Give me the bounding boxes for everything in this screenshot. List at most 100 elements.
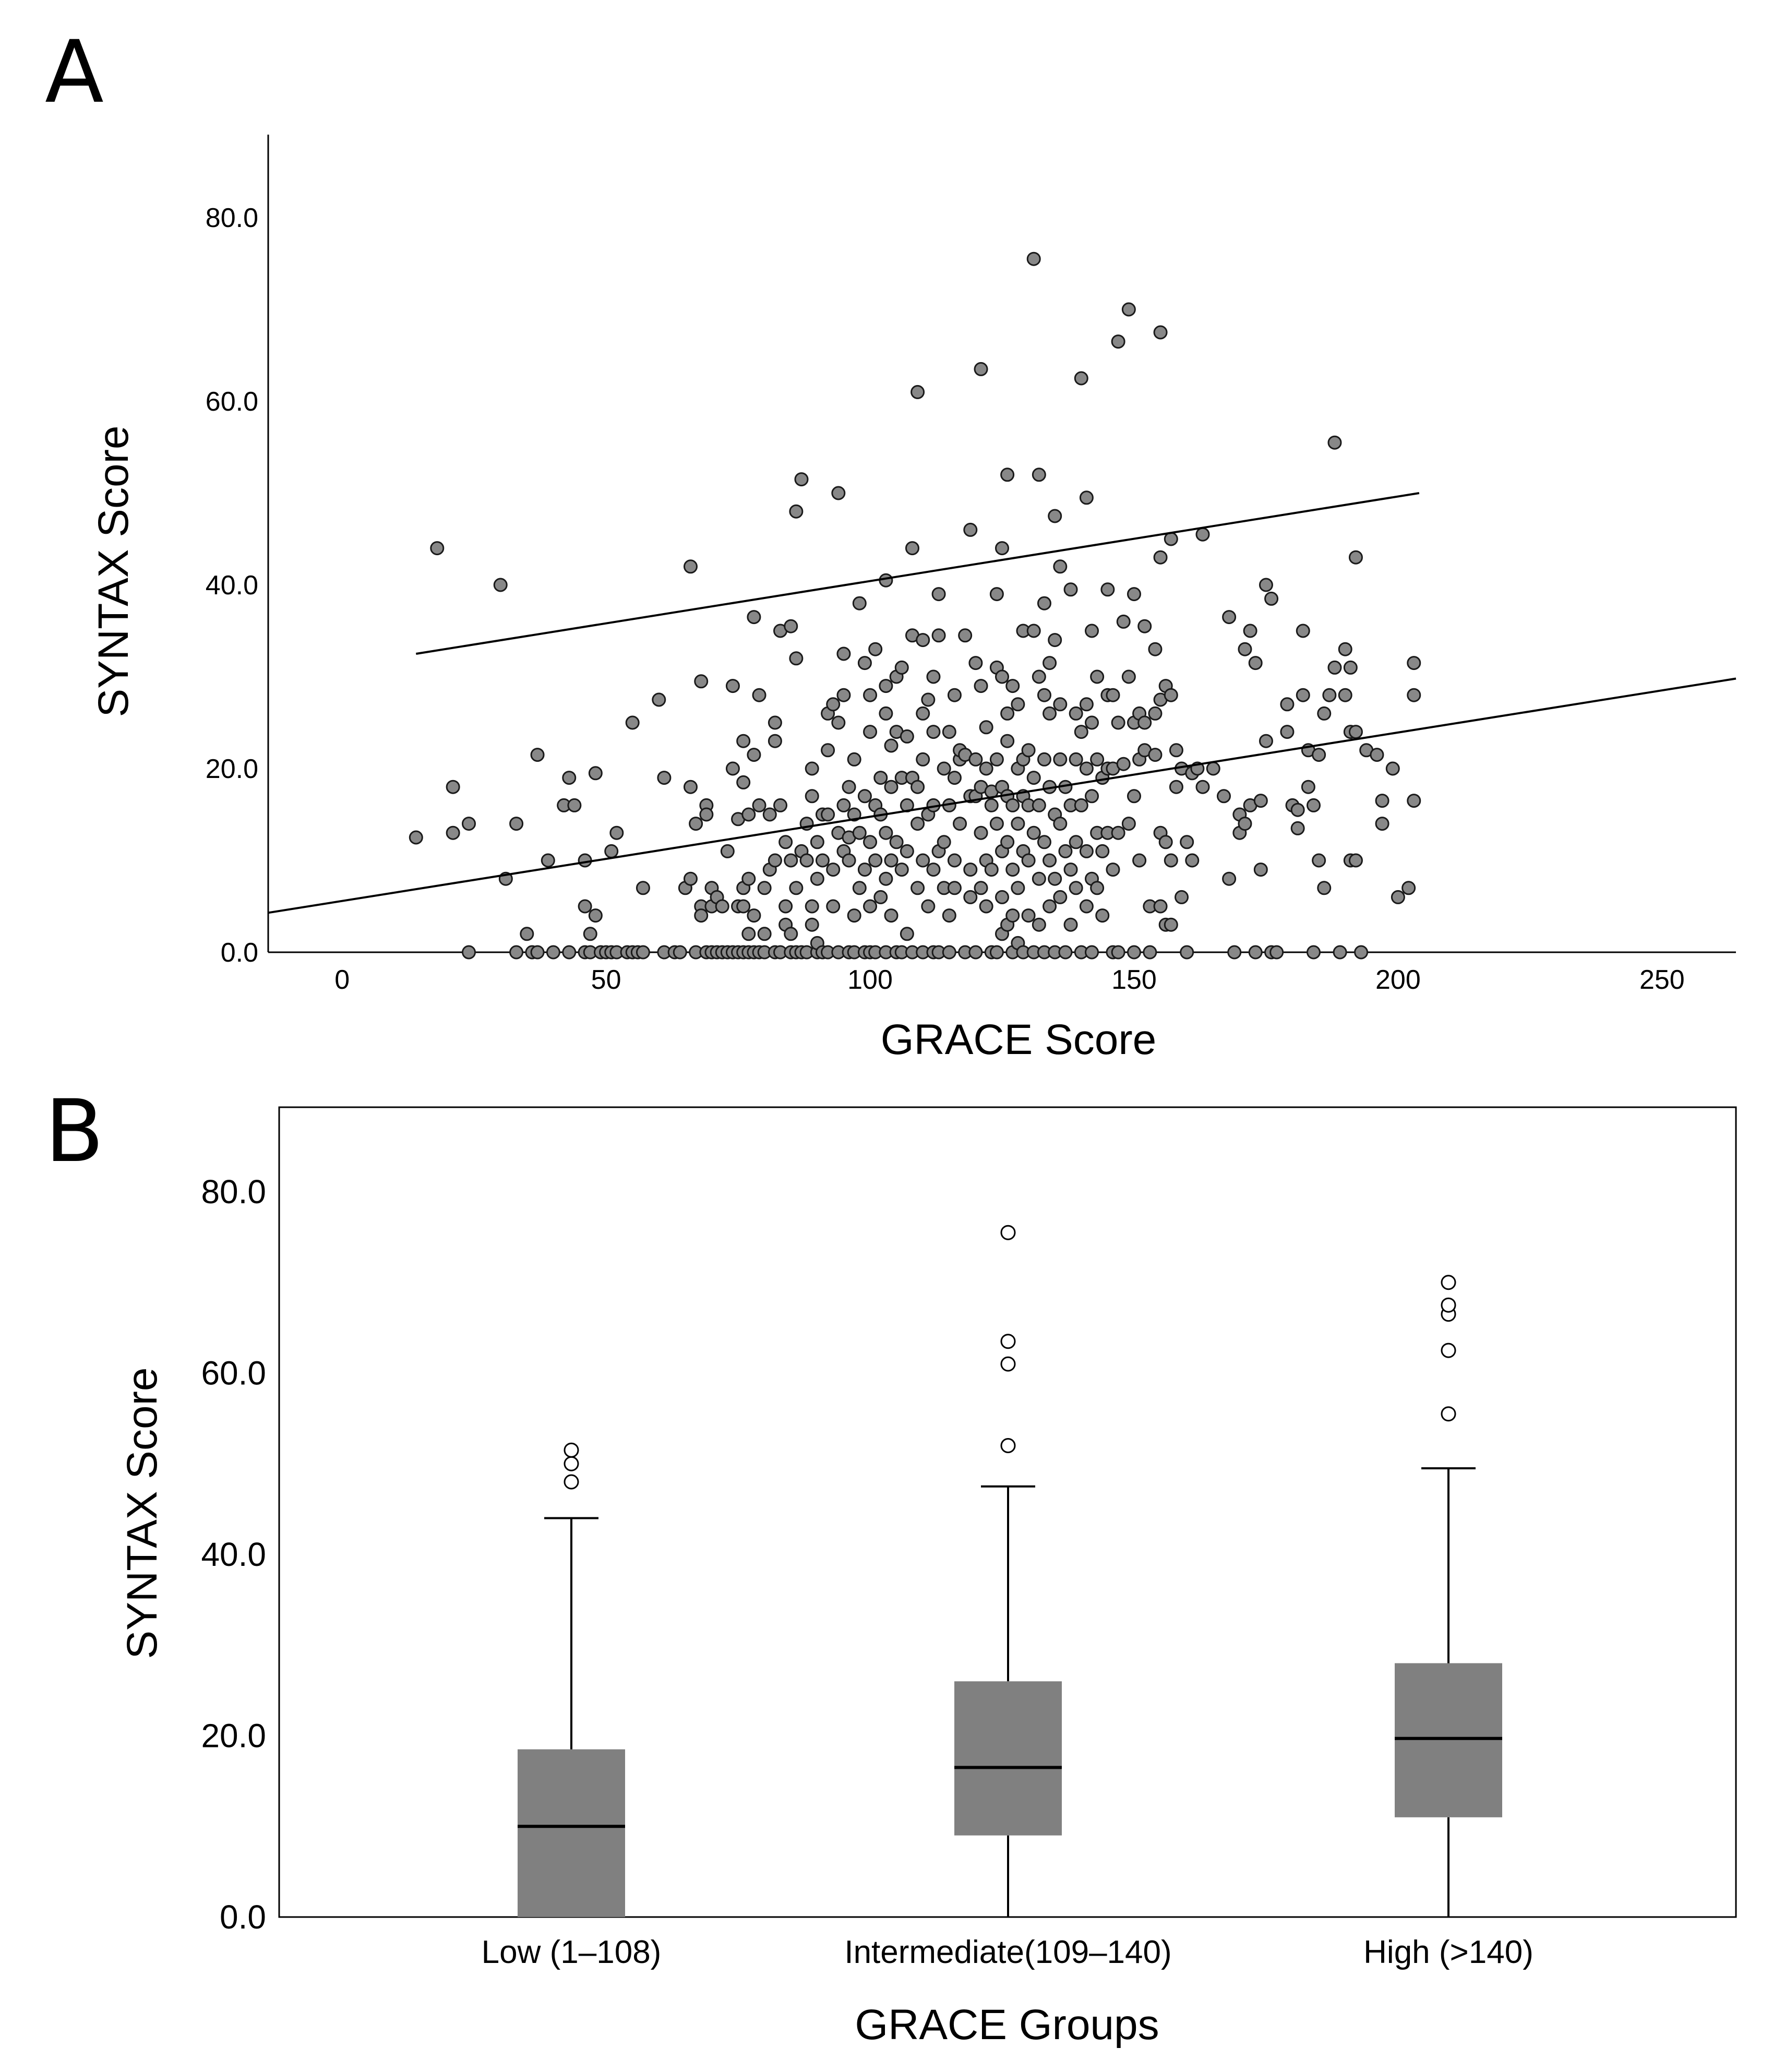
scatter-point: [963, 522, 978, 537]
scatter-point: [1343, 660, 1358, 675]
scatter-point: [1148, 642, 1163, 656]
scatter-point: [784, 927, 798, 941]
scatter-point: [1090, 752, 1105, 766]
scatter-point: [1407, 794, 1421, 808]
scatter-point: [974, 825, 988, 840]
scatter-point: [799, 853, 814, 868]
scatter-point: [826, 899, 841, 914]
scatter-point: [1079, 490, 1094, 505]
y-tick-label: 40.0: [201, 1536, 266, 1573]
x-tick-label: 200: [1375, 965, 1421, 995]
scatter-point: [1143, 945, 1157, 960]
scatter-point: [520, 927, 534, 941]
scatter-point: [1085, 789, 1099, 804]
scatter-point: [931, 587, 946, 602]
scatter-point: [715, 899, 729, 914]
scatter-point: [736, 734, 751, 748]
scatter-point: [826, 863, 841, 877]
scatter-point: [683, 780, 698, 794]
scatter-point: [1032, 669, 1046, 684]
y-tick-label: 20.0: [206, 754, 258, 784]
scatter-point: [1175, 890, 1189, 904]
scatter-point: [1354, 945, 1369, 960]
x-tick-labels: 0 50 100 150 200 250: [334, 965, 1685, 995]
scatter-point: [462, 817, 476, 831]
scatter-point: [1005, 679, 1020, 693]
scatter-point: [974, 679, 988, 693]
scatter-point: [916, 706, 930, 721]
scatter-point: [1370, 748, 1384, 762]
scatter-point: [1074, 371, 1088, 386]
scatter-point: [1026, 624, 1041, 638]
scatter-point: [1079, 697, 1094, 712]
scatter-point: [409, 830, 423, 845]
scatter-point: [931, 628, 946, 643]
scatter-point: [1253, 863, 1268, 877]
scatter-point: [889, 835, 904, 849]
scatter-point: [1090, 669, 1105, 684]
x-axis-title: GRACE Score: [881, 1016, 1157, 1063]
scatter-point: [1280, 697, 1295, 712]
scatter-point: [1111, 945, 1125, 960]
scatter-point: [762, 807, 777, 822]
scatter-point: [1127, 945, 1141, 960]
y-axis-title: SYNTAX Score: [90, 426, 137, 717]
scatter-point: [1026, 825, 1041, 840]
outlier-point: [1000, 1356, 1016, 1372]
scatter-point: [979, 899, 993, 914]
scatter-point: [947, 771, 962, 785]
scatter-point: [1085, 945, 1099, 960]
scatter-point: [989, 817, 1004, 831]
scatter-point: [1259, 734, 1273, 748]
scatter-point: [911, 385, 925, 399]
scatter-point: [1280, 725, 1295, 739]
scatter-point: [604, 844, 619, 858]
scatter-point: [884, 738, 899, 753]
scatter-point: [1301, 780, 1315, 794]
scatter-point: [1032, 917, 1046, 932]
scatter-point: [1048, 871, 1062, 886]
scatter-point: [805, 761, 819, 776]
scatter-point: [1307, 798, 1321, 812]
scatter-point: [884, 780, 899, 794]
iqr-box: [954, 1681, 1062, 1836]
scatter-point: [778, 835, 793, 849]
scatter-point: [1180, 835, 1194, 849]
scatter-point: [562, 771, 577, 785]
scatter-point: [1079, 844, 1094, 858]
scatter-point: [778, 899, 793, 914]
scatter-point: [831, 715, 846, 730]
scatter-point: [1005, 863, 1020, 877]
scatter-point: [826, 697, 841, 712]
scatter-point: [1375, 794, 1389, 808]
scatter-point: [546, 945, 560, 960]
scatter-point: [1164, 688, 1178, 702]
scatter-point: [588, 766, 603, 781]
scatter-point: [768, 715, 782, 730]
scatter-point: [757, 927, 772, 941]
y-axis-title: SYNTAX Score: [118, 1368, 166, 1659]
scatter-point: [768, 853, 782, 868]
box-groups: [518, 1225, 1502, 1917]
scatter-point: [794, 472, 809, 487]
scatter-point: [741, 927, 756, 941]
scatter-point: [1348, 853, 1363, 868]
scatter-point: [1069, 835, 1083, 849]
scatter-point: [578, 899, 592, 914]
scatter-point: [995, 541, 1009, 556]
scatter-point: [657, 771, 672, 785]
scatter-point: [699, 807, 714, 822]
scatter-point: [694, 908, 709, 923]
scatter-point: [1043, 656, 1057, 670]
scatter-point: [958, 628, 973, 643]
scatter-point: [1348, 550, 1363, 565]
scatter-point: [810, 835, 824, 849]
scatter-point: [1307, 945, 1321, 960]
scatter-point: [530, 748, 545, 762]
scatter-point: [968, 752, 983, 766]
scatter-point: [1153, 550, 1168, 565]
scatter-point: [1180, 945, 1194, 960]
scatter-point: [736, 775, 751, 789]
scatter-point: [747, 748, 761, 762]
scatter-point: [911, 817, 925, 831]
